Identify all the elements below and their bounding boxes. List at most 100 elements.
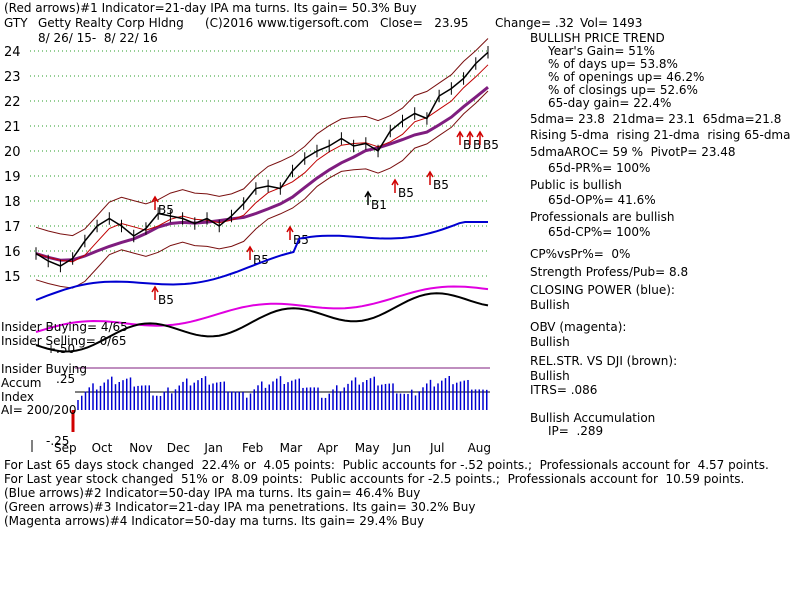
close-value: Close= 23.95	[380, 16, 469, 30]
moving-average-lines	[35, 64, 489, 263]
plus-50-label: +.50	[46, 342, 76, 356]
pr-percent: 65d-PR%= 100%	[548, 161, 651, 175]
stat-year-gain: Year's Gain= 51%	[548, 44, 655, 58]
x-tick-label: Mar	[280, 441, 303, 455]
stat-days-up: % of days up= 53.8%	[548, 57, 678, 71]
y-tick-label: 19	[4, 170, 21, 185]
x-tick-label: Jan	[203, 441, 223, 455]
y-tick-label: 15	[4, 270, 21, 285]
ma21-line	[35, 64, 489, 263]
buy-arrow-head	[286, 225, 294, 233]
cp-vs-pr: CP%vsPr%= 0%	[530, 247, 631, 261]
bollinger-bands	[35, 38, 489, 289]
stat-openings-up: % of openings up= 46.2%	[548, 70, 705, 84]
company-name: Getty Realty Corp Hldng	[38, 16, 184, 30]
closing-power-value: Bullish	[530, 298, 570, 312]
price-grid	[30, 50, 490, 277]
stat-closings-up: % of closings up= 52.6%	[548, 83, 698, 97]
arrow-label: B5	[293, 233, 309, 247]
x-tick-label: Aug	[468, 441, 491, 455]
x-tick-label: Apr	[317, 441, 338, 455]
arrow-label: B5	[398, 186, 414, 200]
minus-25-label: -.25	[46, 434, 70, 448]
buy-arrow-head	[426, 170, 434, 178]
x-tick-label: Sep	[54, 441, 77, 455]
y-tick-label: 20	[4, 145, 21, 160]
indicator-lines	[35, 221, 489, 353]
arrow-label: B5	[158, 293, 174, 307]
public-status: Public is bullish	[530, 178, 622, 192]
insider-buying-2: Insider Buying	[1, 362, 87, 376]
relstr-label: REL.STR. VS DJI (brown):	[530, 354, 678, 368]
footer-blue-arrows: (Blue arrows)#2 Indicator=50-day IPA ma …	[4, 486, 421, 500]
dma-values: 5dma= 23.8 21dma= 23.1 65dma=21.8	[530, 112, 782, 126]
volume-value: Vol= 1493	[580, 16, 643, 30]
cp-percent: 65d-CP%= 100%	[548, 225, 651, 239]
y-tick-labels: 24 23 22 21 20 19 18 17 16 15	[4, 45, 21, 285]
y-tick-label: 23	[4, 70, 21, 85]
buy-arrow-head	[151, 195, 159, 203]
copyright: (C)2016 www.tigersoft.com	[205, 16, 369, 30]
insider-selling: Insider Selling= 0/65	[1, 334, 127, 348]
x-tick-label: Jul	[429, 441, 444, 455]
trend-title: BULLISH PRICE TREND	[530, 31, 665, 45]
x-tick-label: Nov	[129, 441, 152, 455]
buy-arrow-head	[364, 190, 372, 198]
itrs-value: ITRS= .086	[530, 383, 598, 397]
closing-power-label: CLOSING POWER (blue):	[530, 283, 675, 297]
y-tick-label: 16	[4, 245, 21, 260]
change-value: Change= .32	[495, 16, 574, 30]
price-series	[35, 51, 489, 267]
professionals-status: Professionals are bullish	[530, 210, 675, 224]
x-tick-labels: Sep Oct Nov Dec Jan Feb Mar Apr May Jun Jul Aug	[31, 440, 491, 455]
obv-line	[35, 285, 489, 333]
y-tick-label: 24	[4, 45, 21, 60]
accum-label: Accum	[1, 376, 42, 390]
buy-arrow-head	[391, 178, 399, 186]
op-percent: 65d-OP%= 41.6%	[548, 193, 656, 207]
y-tick-label: 18	[4, 195, 21, 210]
ip-value: IP= .289	[548, 424, 604, 438]
y-tick-label: 22	[4, 95, 21, 110]
footer-year: For Last year stock changed 51% or 8.09 …	[4, 472, 745, 486]
arrow-label: B1	[371, 198, 387, 212]
ai-value: AI= 200/200	[1, 403, 77, 417]
ticker: GTY	[4, 16, 28, 30]
obv-label: OBV (magenta):	[530, 320, 627, 334]
x-tick-label: May	[355, 441, 380, 455]
x-tick-label: Oct	[92, 441, 113, 455]
stat-65day-gain: 65-day gain= 22.4%	[548, 96, 672, 110]
y-tick-label: 21	[4, 120, 21, 135]
price-line	[35, 46, 489, 273]
relstr-value: Bullish	[530, 369, 570, 383]
header-indicator-line: (Red arrows)#1 Indicator=21-day IPA ma t…	[4, 1, 417, 15]
buy-arrow-head	[466, 130, 474, 138]
buy-arrow-head	[476, 130, 484, 138]
arrow-label: B	[473, 138, 481, 152]
x-tick-label: Jun	[391, 441, 411, 455]
accumulation-label: Bullish Accumulation	[530, 411, 656, 425]
closing-power-line	[35, 221, 488, 301]
plus-25-label: .25	[56, 372, 76, 386]
buy-arrow-head	[456, 130, 464, 138]
lower-band	[35, 90, 489, 289]
ma65-line	[35, 86, 489, 262]
footer-magenta-arrows: (Magenta arrows)#4 Indicator=50-day ma t…	[4, 514, 425, 528]
upper-band	[35, 38, 489, 237]
y-tick-label: 17	[4, 220, 21, 235]
arrow-label: B	[463, 138, 471, 152]
rising-dma: Rising 5-dma rising 21-dma rising 65-dma	[530, 128, 791, 142]
strength-ratio: Strength Profess/Pub= 8.8	[530, 265, 689, 279]
x-tick-label: Feb	[242, 441, 263, 455]
accumulation-bars	[71, 367, 490, 432]
index-label: Index	[1, 390, 35, 404]
x-tick-label: Dec	[167, 441, 190, 455]
relstr-line	[35, 292, 489, 353]
arrow-label: B5	[483, 138, 499, 152]
footer-green-arrows: (Green arrows)#3 Indicator=21-day IPA ma…	[4, 500, 476, 514]
buy-arrow-head	[151, 285, 159, 293]
obv-value: Bullish	[530, 335, 570, 349]
arrow-label: B5	[433, 178, 449, 192]
